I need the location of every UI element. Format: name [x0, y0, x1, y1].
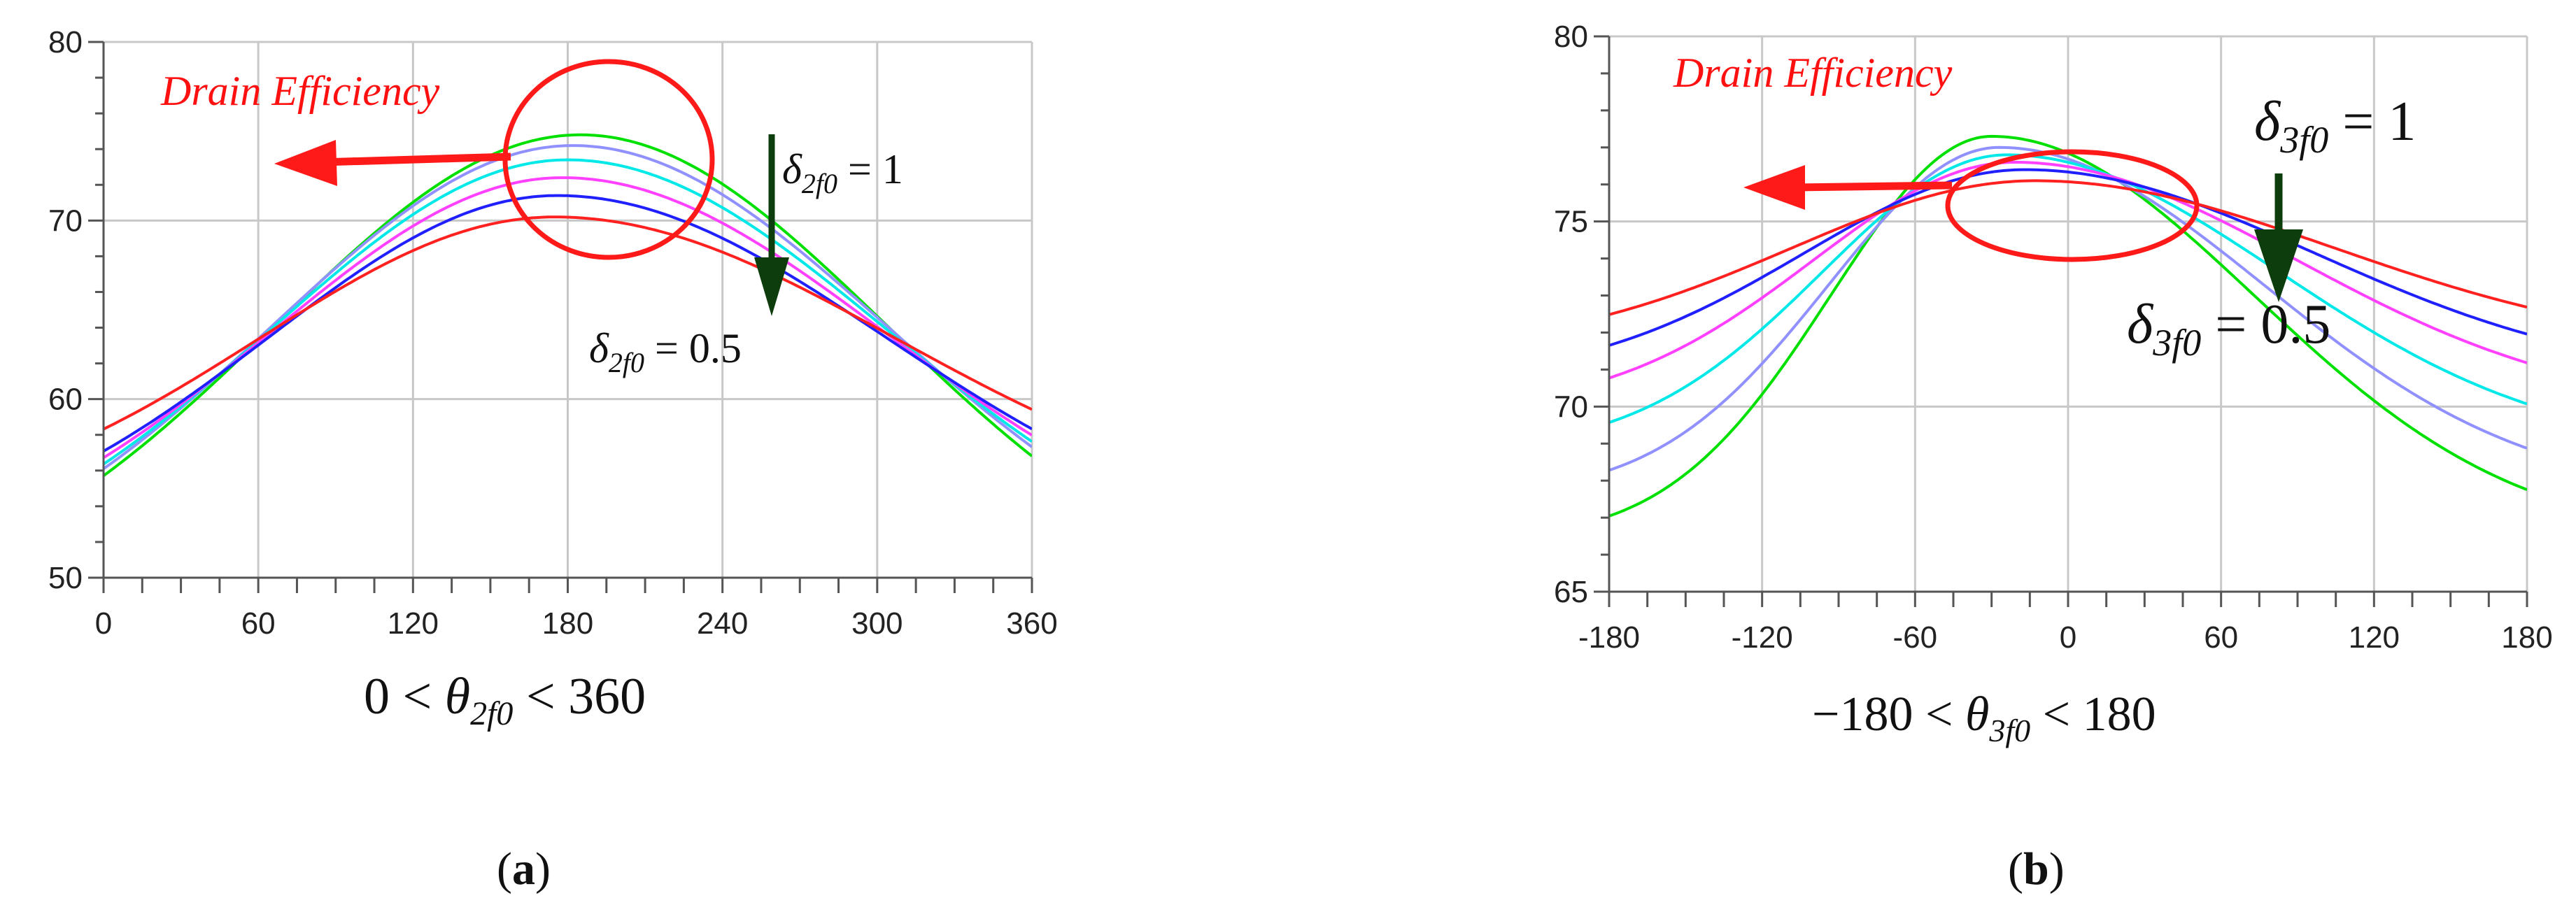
x-tick-label: 300 [851, 606, 903, 641]
axes-a [88, 41, 1033, 593]
x-axis-label: 0 < θ2f0 < 360 [364, 668, 646, 732]
x-axis-label: −180 < θ3f0 < 180 [1812, 688, 2156, 748]
x-tick-label: -180 [1578, 620, 1640, 655]
y-tick-label: 70 [1554, 390, 1588, 424]
delta-high-label: δ3f0 = 1 [2254, 91, 2416, 161]
axes-b [1594, 35, 2528, 607]
x-tick-label: 60 [2204, 620, 2238, 655]
x-tick-label: 360 [1006, 606, 1057, 641]
y-tick-label: 80 [1554, 20, 1588, 54]
y-tick-label: 80 [48, 25, 83, 59]
series-line-5 [104, 194, 1032, 453]
series-line-6 [1609, 179, 2527, 316]
panel-label: (b) [2008, 843, 2065, 895]
y-tick-label: 65 [1554, 575, 1588, 609]
chart-panel-a: 50 60 70 80 0 60 120 180 240 300 360 Drain Effici… [48, 25, 1058, 895]
grid-a [102, 41, 1033, 579]
delta-high-label: δ2f0 = 1 [782, 146, 903, 199]
x-tick-label: -120 [1732, 620, 1793, 655]
series-line-5 [1609, 168, 2527, 347]
x-tick-label: -60 [1893, 620, 1938, 655]
delta-low-label: δ2f0 = 0.5 [589, 325, 742, 378]
series-line-2 [1609, 145, 2527, 472]
x-tick-label: 240 [697, 606, 748, 641]
x-tick-label: 180 [2501, 620, 2552, 655]
y-tick-label: 75 [1554, 205, 1588, 239]
drain-efficiency-annotation: Drain Efficiency [1673, 50, 1953, 96]
x-tick-label: 120 [388, 606, 439, 641]
down-arrow-icon [2254, 173, 2303, 302]
x-tick-label: 120 [2349, 620, 2400, 655]
x-ticklabels-a: 0 60 120 180 240 300 360 [95, 606, 1058, 641]
x-tick-label: 60 [241, 606, 276, 641]
left-arrow-icon [1743, 165, 1953, 210]
series-a [104, 133, 1032, 477]
x-tick-label: 0 [2060, 620, 2076, 655]
chart-panel-b: 65 70 75 80 -180 -120 -60 0 60 120 180 Drain Effi… [1554, 20, 2553, 895]
x-tick-label: 0 [95, 606, 112, 641]
left-arrow-icon [274, 140, 511, 186]
y-ticklabels-b: 65 70 75 80 [1554, 20, 1588, 609]
x-ticklabels-b: -180 -120 -60 0 60 120 180 [1578, 620, 2553, 655]
y-tick-label: 60 [48, 383, 83, 417]
x-tick-label: 180 [542, 606, 593, 641]
down-arrow-icon [754, 134, 789, 316]
series-line-6 [104, 215, 1032, 431]
series-line-4 [1609, 161, 2527, 380]
y-tick-label: 50 [48, 561, 83, 595]
series-line-3 [1609, 153, 2527, 424]
drain-efficiency-annotation: Drain Efficiency [160, 68, 440, 114]
y-tick-label: 70 [48, 204, 83, 238]
y-ticklabels-a: 50 60 70 80 [48, 25, 83, 595]
highlight-ellipse [1945, 149, 2200, 262]
delta-low-label: δ3f0 = 0.5 [2127, 294, 2330, 364]
panel-label: (a) [497, 843, 551, 895]
